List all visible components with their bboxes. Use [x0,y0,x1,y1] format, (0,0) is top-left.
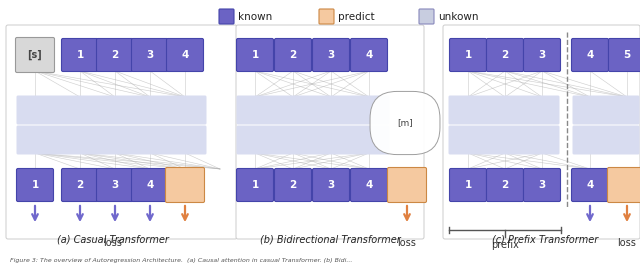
FancyBboxPatch shape [449,169,486,201]
Text: known: known [238,12,272,21]
FancyBboxPatch shape [609,39,640,72]
FancyBboxPatch shape [236,25,424,239]
FancyBboxPatch shape [61,39,99,72]
FancyBboxPatch shape [237,125,390,155]
Text: 2: 2 [289,180,296,190]
FancyBboxPatch shape [15,38,54,73]
Text: 4: 4 [365,180,372,190]
Text: loss: loss [104,238,122,248]
Text: (a) Casual Transformer: (a) Casual Transformer [57,235,169,245]
FancyBboxPatch shape [351,39,387,72]
FancyBboxPatch shape [387,167,426,202]
Text: 3: 3 [328,180,335,190]
Text: (c) Prefix Transformer: (c) Prefix Transformer [492,235,598,245]
FancyBboxPatch shape [6,25,237,239]
Text: [m]: [m] [397,118,413,127]
Text: 1: 1 [252,180,259,190]
FancyBboxPatch shape [486,169,524,201]
FancyBboxPatch shape [573,125,639,155]
Text: 2: 2 [76,180,84,190]
FancyBboxPatch shape [607,167,640,202]
FancyBboxPatch shape [97,169,134,201]
Text: 4: 4 [586,180,594,190]
FancyBboxPatch shape [449,96,559,124]
FancyBboxPatch shape [572,169,609,201]
FancyBboxPatch shape [572,39,609,72]
Text: [s]: [s] [28,50,42,60]
Text: 2: 2 [501,180,509,190]
Text: 3: 3 [147,50,154,60]
FancyBboxPatch shape [61,169,99,201]
FancyBboxPatch shape [449,39,486,72]
FancyBboxPatch shape [419,9,434,24]
FancyBboxPatch shape [131,39,168,72]
Text: Figure 3: The overview of Autoregression Architecture.  (a) Causal attention in : Figure 3: The overview of Autoregression… [10,258,353,263]
FancyBboxPatch shape [97,39,134,72]
Text: 3: 3 [111,180,118,190]
FancyBboxPatch shape [486,39,524,72]
Text: unkown: unkown [438,12,479,21]
Text: 4: 4 [181,50,189,60]
FancyBboxPatch shape [237,39,273,72]
Text: 2: 2 [289,50,296,60]
FancyBboxPatch shape [237,96,390,124]
Text: 1: 1 [465,180,472,190]
Text: predict: predict [338,12,374,21]
Text: 3: 3 [538,180,546,190]
FancyBboxPatch shape [319,9,334,24]
Text: loss: loss [618,238,636,248]
Text: loss: loss [397,238,417,248]
FancyBboxPatch shape [131,169,168,201]
Text: 4: 4 [147,180,154,190]
FancyBboxPatch shape [351,169,387,201]
Text: 5: 5 [623,50,630,60]
FancyBboxPatch shape [312,169,349,201]
FancyBboxPatch shape [312,39,349,72]
Text: 1: 1 [76,50,84,60]
FancyBboxPatch shape [573,96,639,124]
Text: 2: 2 [501,50,509,60]
FancyBboxPatch shape [17,125,207,155]
Text: 1: 1 [31,180,38,190]
Text: 3: 3 [538,50,546,60]
Text: 2: 2 [111,50,118,60]
Text: 4: 4 [365,50,372,60]
FancyBboxPatch shape [219,9,234,24]
FancyBboxPatch shape [275,169,312,201]
FancyBboxPatch shape [166,167,205,202]
Text: prefix: prefix [491,240,519,250]
FancyBboxPatch shape [17,96,207,124]
FancyBboxPatch shape [275,39,312,72]
FancyBboxPatch shape [524,39,561,72]
FancyBboxPatch shape [166,39,204,72]
FancyBboxPatch shape [443,25,640,239]
FancyBboxPatch shape [449,125,559,155]
FancyBboxPatch shape [524,169,561,201]
Text: 3: 3 [328,50,335,60]
Text: 1: 1 [252,50,259,60]
Text: 4: 4 [586,50,594,60]
FancyBboxPatch shape [237,169,273,201]
Text: 1: 1 [465,50,472,60]
Text: (b) Bidirectional Transformer: (b) Bidirectional Transformer [260,235,401,245]
FancyBboxPatch shape [17,169,54,201]
